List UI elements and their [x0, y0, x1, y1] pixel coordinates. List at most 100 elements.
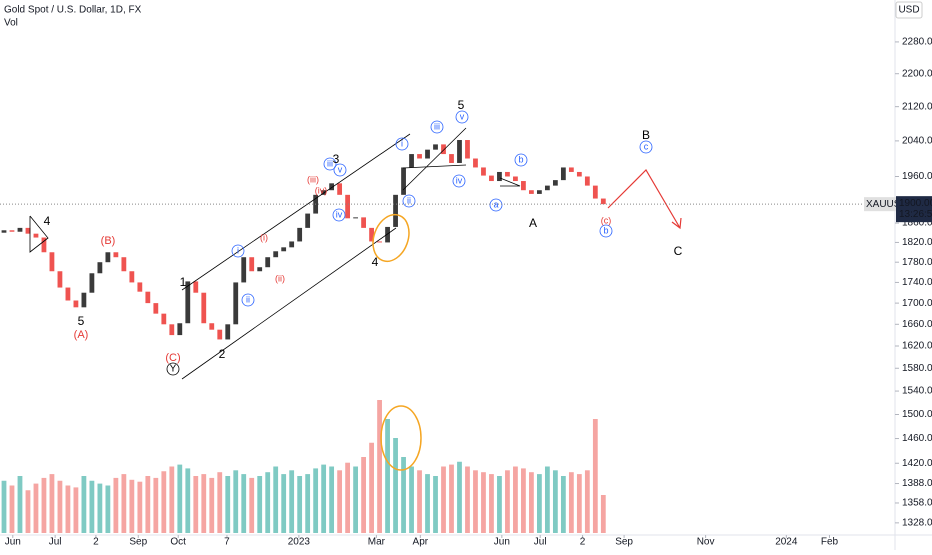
volume-bar [281, 474, 287, 533]
volume-bar [377, 400, 382, 533]
wave-label: (iv) [315, 185, 328, 195]
candle [89, 273, 95, 293]
candle [17, 227, 23, 232]
volume-bar [177, 464, 183, 533]
wave-label: B [642, 128, 650, 142]
y-tick-label: 2040.00 [902, 136, 932, 147]
candle [25, 227, 31, 234]
y-tick-label: 1740.00 [902, 277, 932, 288]
wave-label: (iii) [307, 174, 319, 184]
candle [337, 183, 343, 195]
volume-bar [161, 471, 167, 533]
annotations: 4 5 (A) (B) (C) Y 1 2 i ii (i) (ii) (iii… [44, 98, 683, 376]
candle [41, 237, 47, 253]
candle [544, 185, 550, 191]
candle [73, 300, 79, 308]
volume-bar [17, 476, 23, 533]
candle [481, 167, 486, 176]
candle [233, 282, 239, 325]
volume-bar [417, 470, 422, 533]
candle [257, 267, 263, 272]
candle [121, 257, 127, 272]
volume-bar [241, 474, 247, 533]
volume-bar [185, 468, 191, 533]
wave-label: i [237, 245, 239, 255]
candle [513, 176, 518, 182]
volume-bar [297, 476, 303, 533]
volume-bar [457, 461, 462, 533]
candle [433, 144, 438, 150]
volume-bar [81, 476, 87, 533]
candle [57, 271, 63, 288]
volume-bar [361, 457, 366, 533]
symbol-label: XAUUSD [866, 199, 908, 210]
candle [305, 213, 311, 228]
wave-label: c [644, 141, 649, 151]
volume-bar [552, 470, 558, 533]
y-tick-label: 1620.00 [902, 341, 932, 352]
candle [576, 171, 582, 177]
candle [473, 158, 478, 168]
y-tick-label: 1960.00 [902, 171, 932, 182]
candle [193, 281, 199, 293]
volume-bar [193, 476, 199, 533]
volume-bar [41, 477, 47, 533]
volume-bar [153, 477, 159, 533]
candle [289, 241, 295, 248]
candle [49, 252, 55, 272]
y-tick-label: 1820.00 [902, 237, 932, 248]
candle [521, 181, 526, 191]
wave-label: iv [456, 175, 463, 185]
candle [345, 194, 351, 219]
volume-bar [584, 470, 590, 533]
candle [537, 190, 542, 194]
candle [201, 292, 207, 324]
candle [584, 176, 590, 186]
y-tick-label: 1860.00 [902, 218, 932, 229]
label-circle [323, 157, 337, 171]
x-tick-label: Feb [821, 537, 839, 548]
wedge-line [402, 127, 467, 191]
triangle [499, 177, 521, 187]
candle [161, 313, 167, 325]
volume-bar [449, 464, 454, 533]
volume-bar [273, 466, 279, 533]
currency: USD [898, 5, 919, 16]
label-circle [231, 244, 245, 258]
candle [33, 233, 39, 238]
candle [377, 241, 382, 243]
wave-label: 4 [44, 214, 51, 228]
highlight-circle [380, 405, 422, 471]
label-circle [166, 362, 180, 376]
candle [393, 194, 398, 227]
chart-title: Gold Spot / U.S. Dollar, 1D, FX [4, 5, 142, 16]
candle [145, 291, 151, 304]
volume-bar [65, 485, 71, 533]
candle [105, 252, 111, 263]
volume-bar [105, 485, 111, 533]
volume-bar [313, 468, 319, 533]
y-tick-label: 2120.00 [902, 101, 932, 112]
y-tick-label: 1388.00 [902, 478, 932, 489]
volume-bar [201, 474, 207, 533]
volume-bar [33, 483, 39, 533]
wave-label: A [529, 216, 537, 230]
wave-label: iv [336, 209, 343, 219]
volume-bar [393, 438, 398, 533]
volume-bar [73, 487, 79, 533]
y-tick-label: 2280.00 [902, 37, 932, 48]
volume-bar [113, 477, 119, 533]
volume-bar [217, 472, 223, 533]
volume-bar [289, 470, 295, 533]
volume-bar [409, 466, 414, 533]
candle [465, 140, 470, 159]
y-tick-label: 1700.00 [902, 298, 932, 309]
volume-bar [385, 419, 390, 533]
volume-bar [433, 476, 438, 533]
channel-line [181, 133, 411, 291]
volume-bar [369, 442, 374, 533]
candle [217, 329, 223, 340]
wave-label: (c) [601, 215, 612, 225]
candle [321, 190, 327, 195]
candle [425, 149, 430, 159]
